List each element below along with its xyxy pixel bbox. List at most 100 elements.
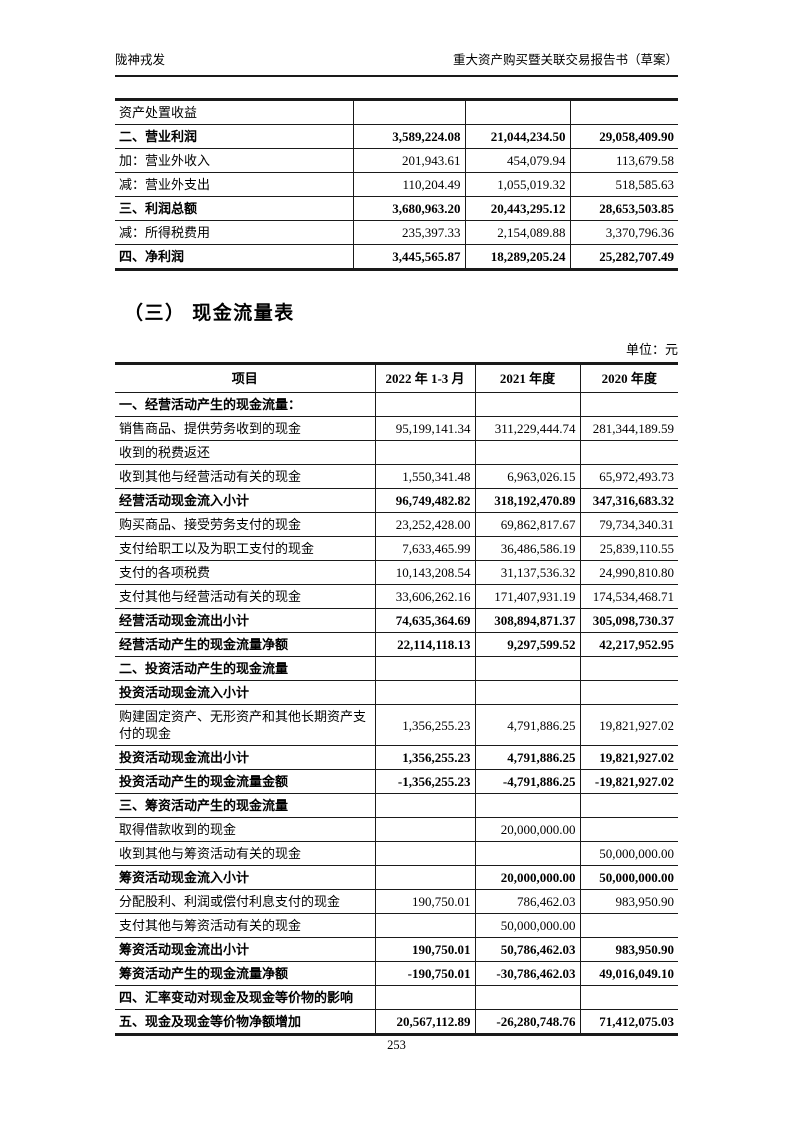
row-label: 购买商品、接受劳务支付的现金 bbox=[115, 512, 376, 537]
row-value bbox=[474, 392, 581, 417]
header-company-name: 陇神戎发 bbox=[115, 53, 166, 67]
row-label: 收到其他与经营活动有关的现金 bbox=[115, 464, 376, 489]
row-value: 113,679.58 bbox=[569, 148, 678, 173]
row-label: 收到的税费返还 bbox=[115, 440, 376, 465]
row-label: 支付的各项税费 bbox=[115, 560, 376, 585]
row-value bbox=[374, 656, 476, 681]
table-row: 五、现金及现金等价物净额增加 20,567,112.89 -26,280,748.7… bbox=[115, 1009, 678, 1035]
row-value bbox=[374, 793, 476, 818]
table-row: 经营活动现金流出小计 74,635,364.69 308,894,871.37 305… bbox=[115, 608, 678, 633]
table-row: 经营活动现金流入小计 96,749,482.82 318,192,470.89 347… bbox=[115, 488, 678, 513]
row-value: 79,734,340.31 bbox=[579, 512, 678, 537]
table-row: 支付其他与筹资活动有关的现金 50,000,000.00 bbox=[115, 913, 678, 938]
table-row: 减：营业外支出 110,204.49 1,055,019.32 518,585.63 bbox=[115, 172, 678, 197]
table-row: 分配股利、利润或偿付利息支付的现金 190,750.01 786,462.03 983… bbox=[115, 889, 678, 914]
table-row: 加：营业外收入 201,943.61 454,079.94 113,679.58 bbox=[115, 148, 678, 173]
row-value: -19,821,927.02 bbox=[579, 769, 678, 794]
table-row: 投资活动产生的现金流量金额 -1,356,255.23 -4,791,886.25-… bbox=[115, 769, 678, 794]
row-value: 96,749,482.82 bbox=[374, 488, 476, 513]
table-row: 支付其他与经营活动有关的现金 33,606,262.16 171,407,931.1… bbox=[115, 584, 678, 609]
row-label: 投资活动现金流入小计 bbox=[115, 680, 376, 705]
row-value: 983,950.90 bbox=[579, 889, 678, 914]
row-label: 分配股利、利润或偿付利息支付的现金 bbox=[115, 889, 376, 914]
row-value: 24,990,810.80 bbox=[579, 560, 678, 585]
row-label: 资产处置收益 bbox=[115, 99, 354, 125]
row-value: 31,137,536.32 bbox=[474, 560, 581, 585]
row-value bbox=[374, 680, 476, 705]
row-value: 20,443,295.12 bbox=[464, 196, 571, 221]
column-header-2020: 2020 年度 bbox=[579, 363, 678, 393]
row-value bbox=[352, 99, 466, 125]
row-value: 201,943.61 bbox=[352, 148, 466, 173]
row-value bbox=[374, 865, 476, 890]
row-value: 110,204.49 bbox=[352, 172, 466, 197]
table-row: 四、汇率变动对现金及现金等价物的影响 bbox=[115, 985, 678, 1010]
row-value bbox=[569, 99, 678, 125]
table-row: 收到其他与经营活动有关的现金 1,550,341.48 6,963,026.15 65… bbox=[115, 464, 678, 489]
row-label: 筹资活动现金流出小计 bbox=[115, 937, 376, 962]
row-value bbox=[579, 392, 678, 417]
row-value: 10,143,208.54 bbox=[374, 560, 476, 585]
row-value: 18,289,205.24 bbox=[464, 244, 571, 270]
table-row: 一、经营活动产生的现金流量： bbox=[115, 392, 678, 417]
row-value: 3,445,565.87 bbox=[352, 244, 466, 270]
row-value: -1,356,255.23 bbox=[374, 769, 476, 794]
row-value: 3,370,796.36 bbox=[569, 220, 678, 245]
row-value: 22,114,118.13 bbox=[374, 632, 476, 657]
row-label: 经营活动产生的现金流量净额 bbox=[115, 632, 376, 657]
row-value: 308,894,871.37 bbox=[474, 608, 581, 633]
row-value: 281,344,189.59 bbox=[579, 416, 678, 441]
table-row: 投资活动现金流入小计 bbox=[115, 680, 678, 705]
section-heading: （三） 现金流量表 bbox=[124, 303, 295, 324]
row-value: -4,791,886.25 bbox=[474, 769, 581, 794]
row-value: 4,791,886.25 bbox=[474, 704, 581, 746]
row-label: 三、利润总额 bbox=[115, 196, 354, 221]
table-row: 收到其他与筹资活动有关的现金 50,000,000.00 bbox=[115, 841, 678, 866]
row-label: 二、投资活动产生的现金流量 bbox=[115, 656, 376, 681]
row-value: 983,950.90 bbox=[579, 937, 678, 962]
row-label: 购建固定资产、无形资产和其他长期资产支付的现金 bbox=[115, 704, 376, 746]
row-value: 1,055,019.32 bbox=[464, 172, 571, 197]
row-value: 20,000,000.00 bbox=[474, 817, 581, 842]
table-row: 销售商品、提供劳务收到的现金 95,199,141.34 311,229,444.7… bbox=[115, 416, 678, 441]
row-value: 190,750.01 bbox=[374, 889, 476, 914]
table-row: 收到的税费返还 bbox=[115, 440, 678, 465]
row-label: 减：所得税费用 bbox=[115, 220, 354, 245]
row-label: 支付其他与经营活动有关的现金 bbox=[115, 584, 376, 609]
row-value: 36,486,586.19 bbox=[474, 536, 581, 561]
row-label: 支付其他与筹资活动有关的现金 bbox=[115, 913, 376, 938]
row-value: 347,316,683.32 bbox=[579, 488, 678, 513]
row-value: 50,000,000.00 bbox=[579, 841, 678, 866]
row-value: 50,786,462.03 bbox=[474, 937, 581, 962]
unit-label: 单位：元 bbox=[625, 342, 678, 357]
table-row: 三、利润总额 3,680,963.20 20,443,295.12 28,653,50… bbox=[115, 196, 678, 221]
table-row: 支付的各项税费 10,143,208.54 31,137,536.32 24,990,… bbox=[115, 560, 678, 585]
row-label: 投资活动产生的现金流量金额 bbox=[115, 769, 376, 794]
row-value bbox=[579, 656, 678, 681]
row-value: 19,821,927.02 bbox=[579, 745, 678, 770]
row-label: 四、汇率变动对现金及现金等价物的影响 bbox=[115, 985, 376, 1010]
row-value: 1,356,255.23 bbox=[374, 704, 476, 746]
row-value bbox=[474, 793, 581, 818]
row-label: 收到其他与筹资活动有关的现金 bbox=[115, 841, 376, 866]
table-row: 减：所得税费用 235,397.33 2,154,089.88 3,370,796.3… bbox=[115, 220, 678, 245]
row-label: 加：营业外收入 bbox=[115, 148, 354, 173]
row-value: 71,412,075.03 bbox=[579, 1009, 678, 1035]
table-row: 经营活动产生的现金流量净额 22,114,118.13 9,297,599.52 42… bbox=[115, 632, 678, 657]
row-value: 171,407,931.19 bbox=[474, 584, 581, 609]
row-label: 四、净利润 bbox=[115, 244, 354, 270]
row-value bbox=[579, 913, 678, 938]
row-value: 49,016,049.10 bbox=[579, 961, 678, 986]
row-value bbox=[374, 913, 476, 938]
row-value: 1,356,255.23 bbox=[374, 745, 476, 770]
row-label: 三、筹资活动产生的现金流量 bbox=[115, 793, 376, 818]
row-value bbox=[474, 680, 581, 705]
page-header: 陇神戎发 重大资产购买暨关联交易报告书（草案） bbox=[115, 53, 678, 77]
row-value: 33,606,262.16 bbox=[374, 584, 476, 609]
row-value bbox=[474, 985, 581, 1010]
table-row: 取得借款收到的现金 20,000,000.00 bbox=[115, 817, 678, 842]
table-row: 筹资活动现金流入小计 20,000,000.00 50,000,000.00 bbox=[115, 865, 678, 890]
row-value: 3,589,224.08 bbox=[352, 124, 466, 149]
table-row: 购建固定资产、无形资产和其他长期资产支付的现金 1,356,255.23 4,791… bbox=[115, 704, 678, 746]
